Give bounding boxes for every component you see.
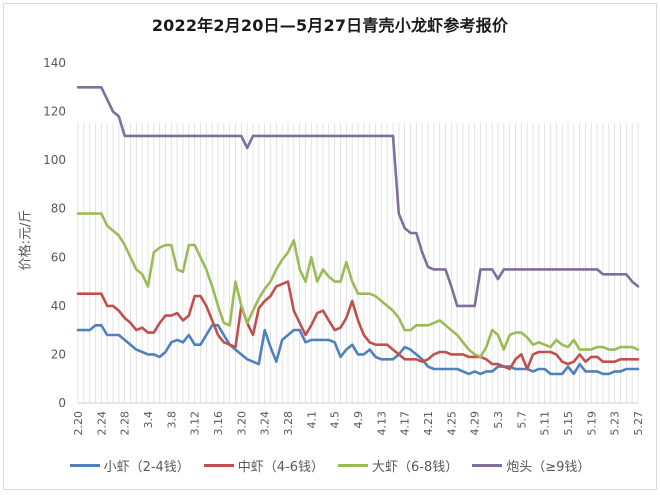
x-tick-label: 4.13 xyxy=(375,411,388,436)
x-tick-label: 5.11 xyxy=(539,411,552,436)
series-line xyxy=(76,280,640,371)
series-line xyxy=(76,212,640,359)
x-tick-label: 4.21 xyxy=(422,411,435,436)
x-tick-label: 4.29 xyxy=(469,411,482,436)
y-tick-label: 100 xyxy=(43,153,66,167)
y-tick-label: 80 xyxy=(51,202,66,216)
x-tick-label: 2.28 xyxy=(119,411,132,436)
x-tick-label: 3.28 xyxy=(282,411,295,436)
legend-swatch-icon xyxy=(472,464,503,467)
x-tick-label: 3.12 xyxy=(189,411,202,436)
x-tick-label: 4.17 xyxy=(399,411,412,436)
legend: 小虾（2-4钱） 中虾（4-6钱） 大虾（6-8钱） 炮头（≥9钱） xyxy=(0,456,660,475)
x-tick-label: 3.20 xyxy=(235,411,248,436)
x-tick-label: 2.20 xyxy=(72,411,85,436)
legend-swatch-icon xyxy=(338,464,369,467)
series-line xyxy=(76,86,640,308)
x-tick-label: 5.27 xyxy=(632,411,645,436)
y-tick-label: 0 xyxy=(58,396,66,410)
x-tick-label: 5.15 xyxy=(562,411,575,436)
chart-title: 2022年2月20日—5月27日青壳小龙虾参考报价 xyxy=(151,16,509,35)
x-tick-label: 4.25 xyxy=(445,411,458,436)
y-tick-label: 40 xyxy=(51,299,66,313)
x-tick-label: 5.7 xyxy=(515,411,528,429)
x-tick-label: 5.23 xyxy=(609,411,622,436)
x-tick-label: 4.1 xyxy=(305,411,318,429)
legend-label: 小虾（2-4钱） xyxy=(103,460,190,475)
legend-swatch-icon xyxy=(69,464,100,467)
x-tick-label: 3.8 xyxy=(165,411,178,429)
x-tick-label: 5.19 xyxy=(585,411,598,436)
legend-swatch-icon xyxy=(203,464,234,467)
legend-item: 大虾（6-8钱） xyxy=(338,456,458,475)
chart-frame xyxy=(3,3,657,490)
y-tick-label: 120 xyxy=(43,105,66,119)
y-tick-label: 20 xyxy=(51,347,66,361)
x-tick-label: 3.16 xyxy=(212,411,225,436)
x-tick-label: 3.24 xyxy=(259,411,272,436)
legend-item: 小虾（2-4钱） xyxy=(69,456,190,475)
x-tick-label: 5.3 xyxy=(492,411,505,429)
x-tick-label: 3.4 xyxy=(142,411,155,429)
legend-item: 中虾（4-6钱） xyxy=(203,456,325,475)
legend-label: 炮头（≥9钱） xyxy=(506,460,591,475)
y-tick-label: 140 xyxy=(43,56,66,70)
x-tick-label: 4.5 xyxy=(329,411,342,429)
legend-item: 炮头（≥9钱） xyxy=(472,456,590,475)
x-tick-label: 4.9 xyxy=(352,411,365,429)
y-tick-label: 60 xyxy=(51,250,66,264)
x-tick-label: 2.24 xyxy=(95,411,108,436)
legend-label: 中虾（4-6钱） xyxy=(237,460,325,475)
series-line xyxy=(76,323,640,376)
legend-label: 大虾（6-8钱） xyxy=(372,460,459,475)
